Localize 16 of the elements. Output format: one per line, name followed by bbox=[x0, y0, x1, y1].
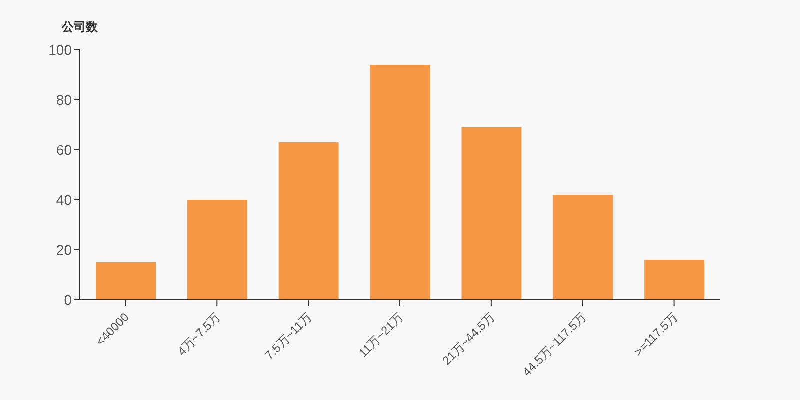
x-tick-label: 11万~21万 bbox=[356, 310, 406, 360]
y-tick-label: 60 bbox=[56, 142, 72, 158]
bar bbox=[462, 128, 522, 300]
x-tick-label: 7.5万~11万 bbox=[262, 310, 315, 363]
bar bbox=[96, 262, 156, 300]
y-tick-label: 0 bbox=[64, 292, 72, 308]
bar bbox=[278, 142, 339, 300]
bar bbox=[644, 260, 705, 300]
bar bbox=[187, 200, 248, 300]
bar bbox=[553, 195, 614, 300]
y-tick-label: 100 bbox=[48, 42, 72, 58]
y-axis-title: 公司数 bbox=[62, 19, 98, 36]
y-tick-label: 40 bbox=[56, 192, 72, 208]
y-tick-label: 20 bbox=[56, 242, 72, 258]
y-tick-label: 80 bbox=[56, 92, 72, 108]
bar bbox=[370, 65, 430, 300]
